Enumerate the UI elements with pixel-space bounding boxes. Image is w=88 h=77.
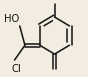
Text: Cl: Cl [11, 64, 21, 74]
Text: HO: HO [4, 14, 19, 24]
